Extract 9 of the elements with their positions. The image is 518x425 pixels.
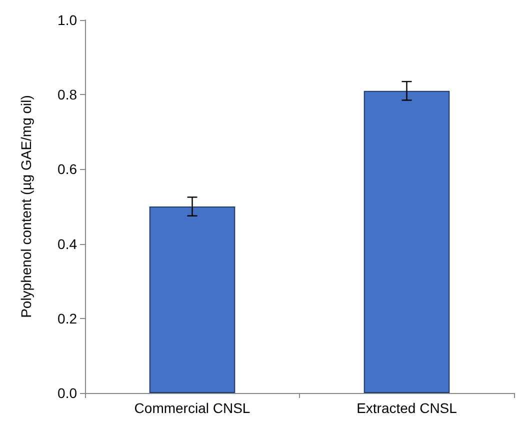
y-axis-title: Polyphenol content (µg GAE/mg oil) [18,95,34,318]
x-tick-label: Commercial CNSL [134,400,250,416]
y-tick-label: 1.0 [58,12,78,28]
y-tick-label: 0.6 [58,161,78,178]
y-tick-label: 0.2 [58,310,78,326]
y-tick-label: 0.4 [58,236,78,252]
y-tick-label: 0.8 [58,86,78,103]
x-tick-label: Extracted CNSL [356,400,458,416]
y-tick-label: 0.0 [58,385,78,401]
